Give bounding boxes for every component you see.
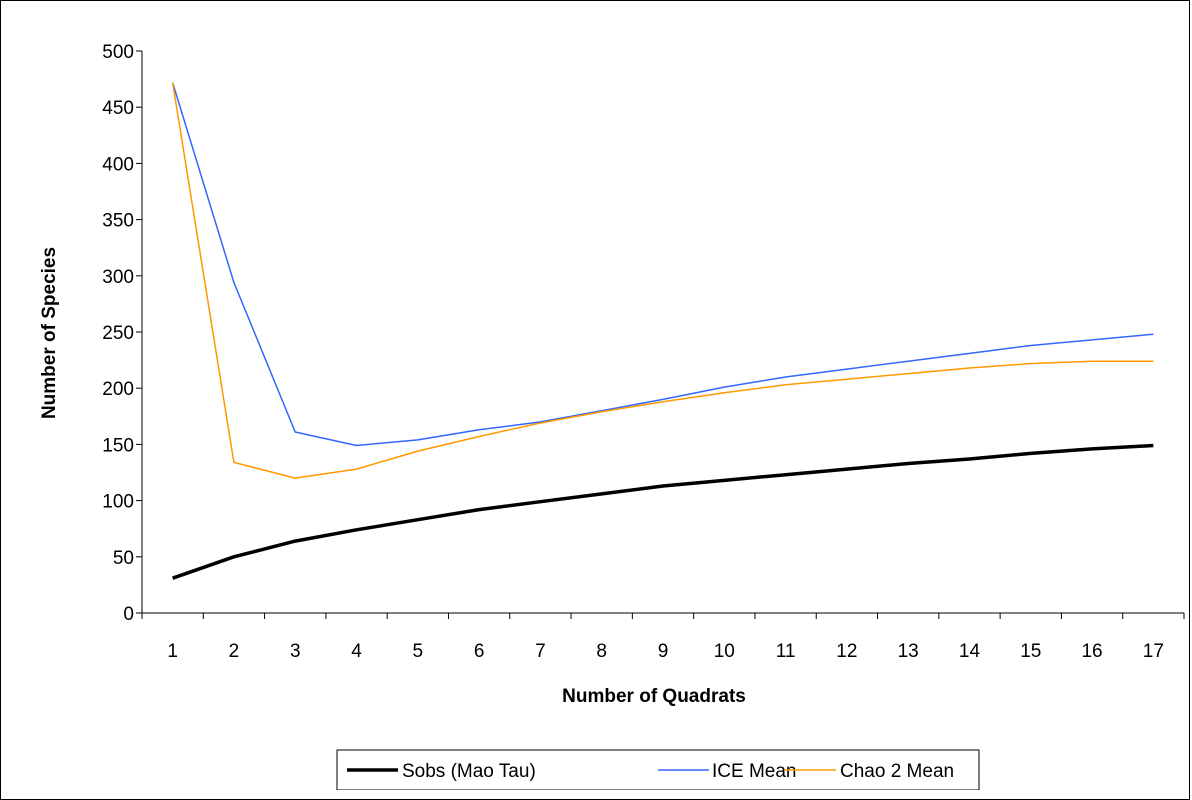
y-tick-label: 450: [102, 98, 134, 119]
x-tick-label: 9: [658, 641, 669, 662]
x-tick-label: 5: [413, 641, 424, 662]
x-tick-label: 16: [1081, 641, 1102, 662]
x-tick-label: 17: [1143, 641, 1164, 662]
x-axis-ticks: 1 2 3 4 5 6 7 8 9 10 11 12 13 14 15 16 17: [141, 613, 1185, 662]
x-tick-label: 15: [1020, 641, 1041, 662]
legend-label-0: Sobs (Mao Tau): [402, 761, 536, 782]
y-tick-label: 350: [102, 211, 134, 232]
x-tick-label: 10: [714, 641, 735, 662]
y-axis-ticks: 0 50 100 150 200 250 300 350 400 450 500: [102, 42, 142, 625]
legend-label-2: Chao 2 Mean: [840, 761, 954, 782]
x-tick-label: 12: [836, 641, 857, 662]
x-tick-label: 11: [776, 641, 796, 662]
series-lines: [171, 82, 1154, 580]
x-tick-label: 8: [596, 641, 607, 662]
x-tick-label: 2: [229, 641, 240, 662]
x-tick-label: 3: [290, 641, 301, 662]
y-tick-label: 50: [113, 548, 134, 569]
y-tick-label: 300: [102, 267, 134, 288]
x-tick-label: 4: [351, 641, 362, 662]
series-line-1: [171, 82, 1154, 447]
x-tick-label: 1: [167, 641, 178, 662]
y-tick-label: 500: [102, 42, 134, 63]
y-tick-label: 250: [102, 323, 134, 344]
x-tick-label: 13: [898, 641, 919, 662]
y-tick-label: 150: [102, 435, 134, 456]
legend-label-1: ICE Mean: [712, 761, 796, 782]
x-axis-title: Number of Quadrats: [562, 686, 746, 707]
legend: Sobs (Mao Tau) ICE Mean Chao 2 Mean: [336, 749, 980, 790]
series-line-2: [171, 82, 1154, 479]
y-tick-label: 400: [102, 154, 134, 175]
y-tick-label: 200: [102, 379, 134, 400]
x-tick-label: 6: [474, 641, 485, 662]
y-tick-label: 100: [102, 492, 134, 513]
y-axis-title: Number of Species: [39, 247, 60, 419]
series-line-0: [172, 443, 1154, 580]
x-tick-label: 14: [959, 641, 981, 662]
y-tick-label: 0: [123, 604, 134, 625]
x-tick-label: 7: [535, 641, 546, 662]
